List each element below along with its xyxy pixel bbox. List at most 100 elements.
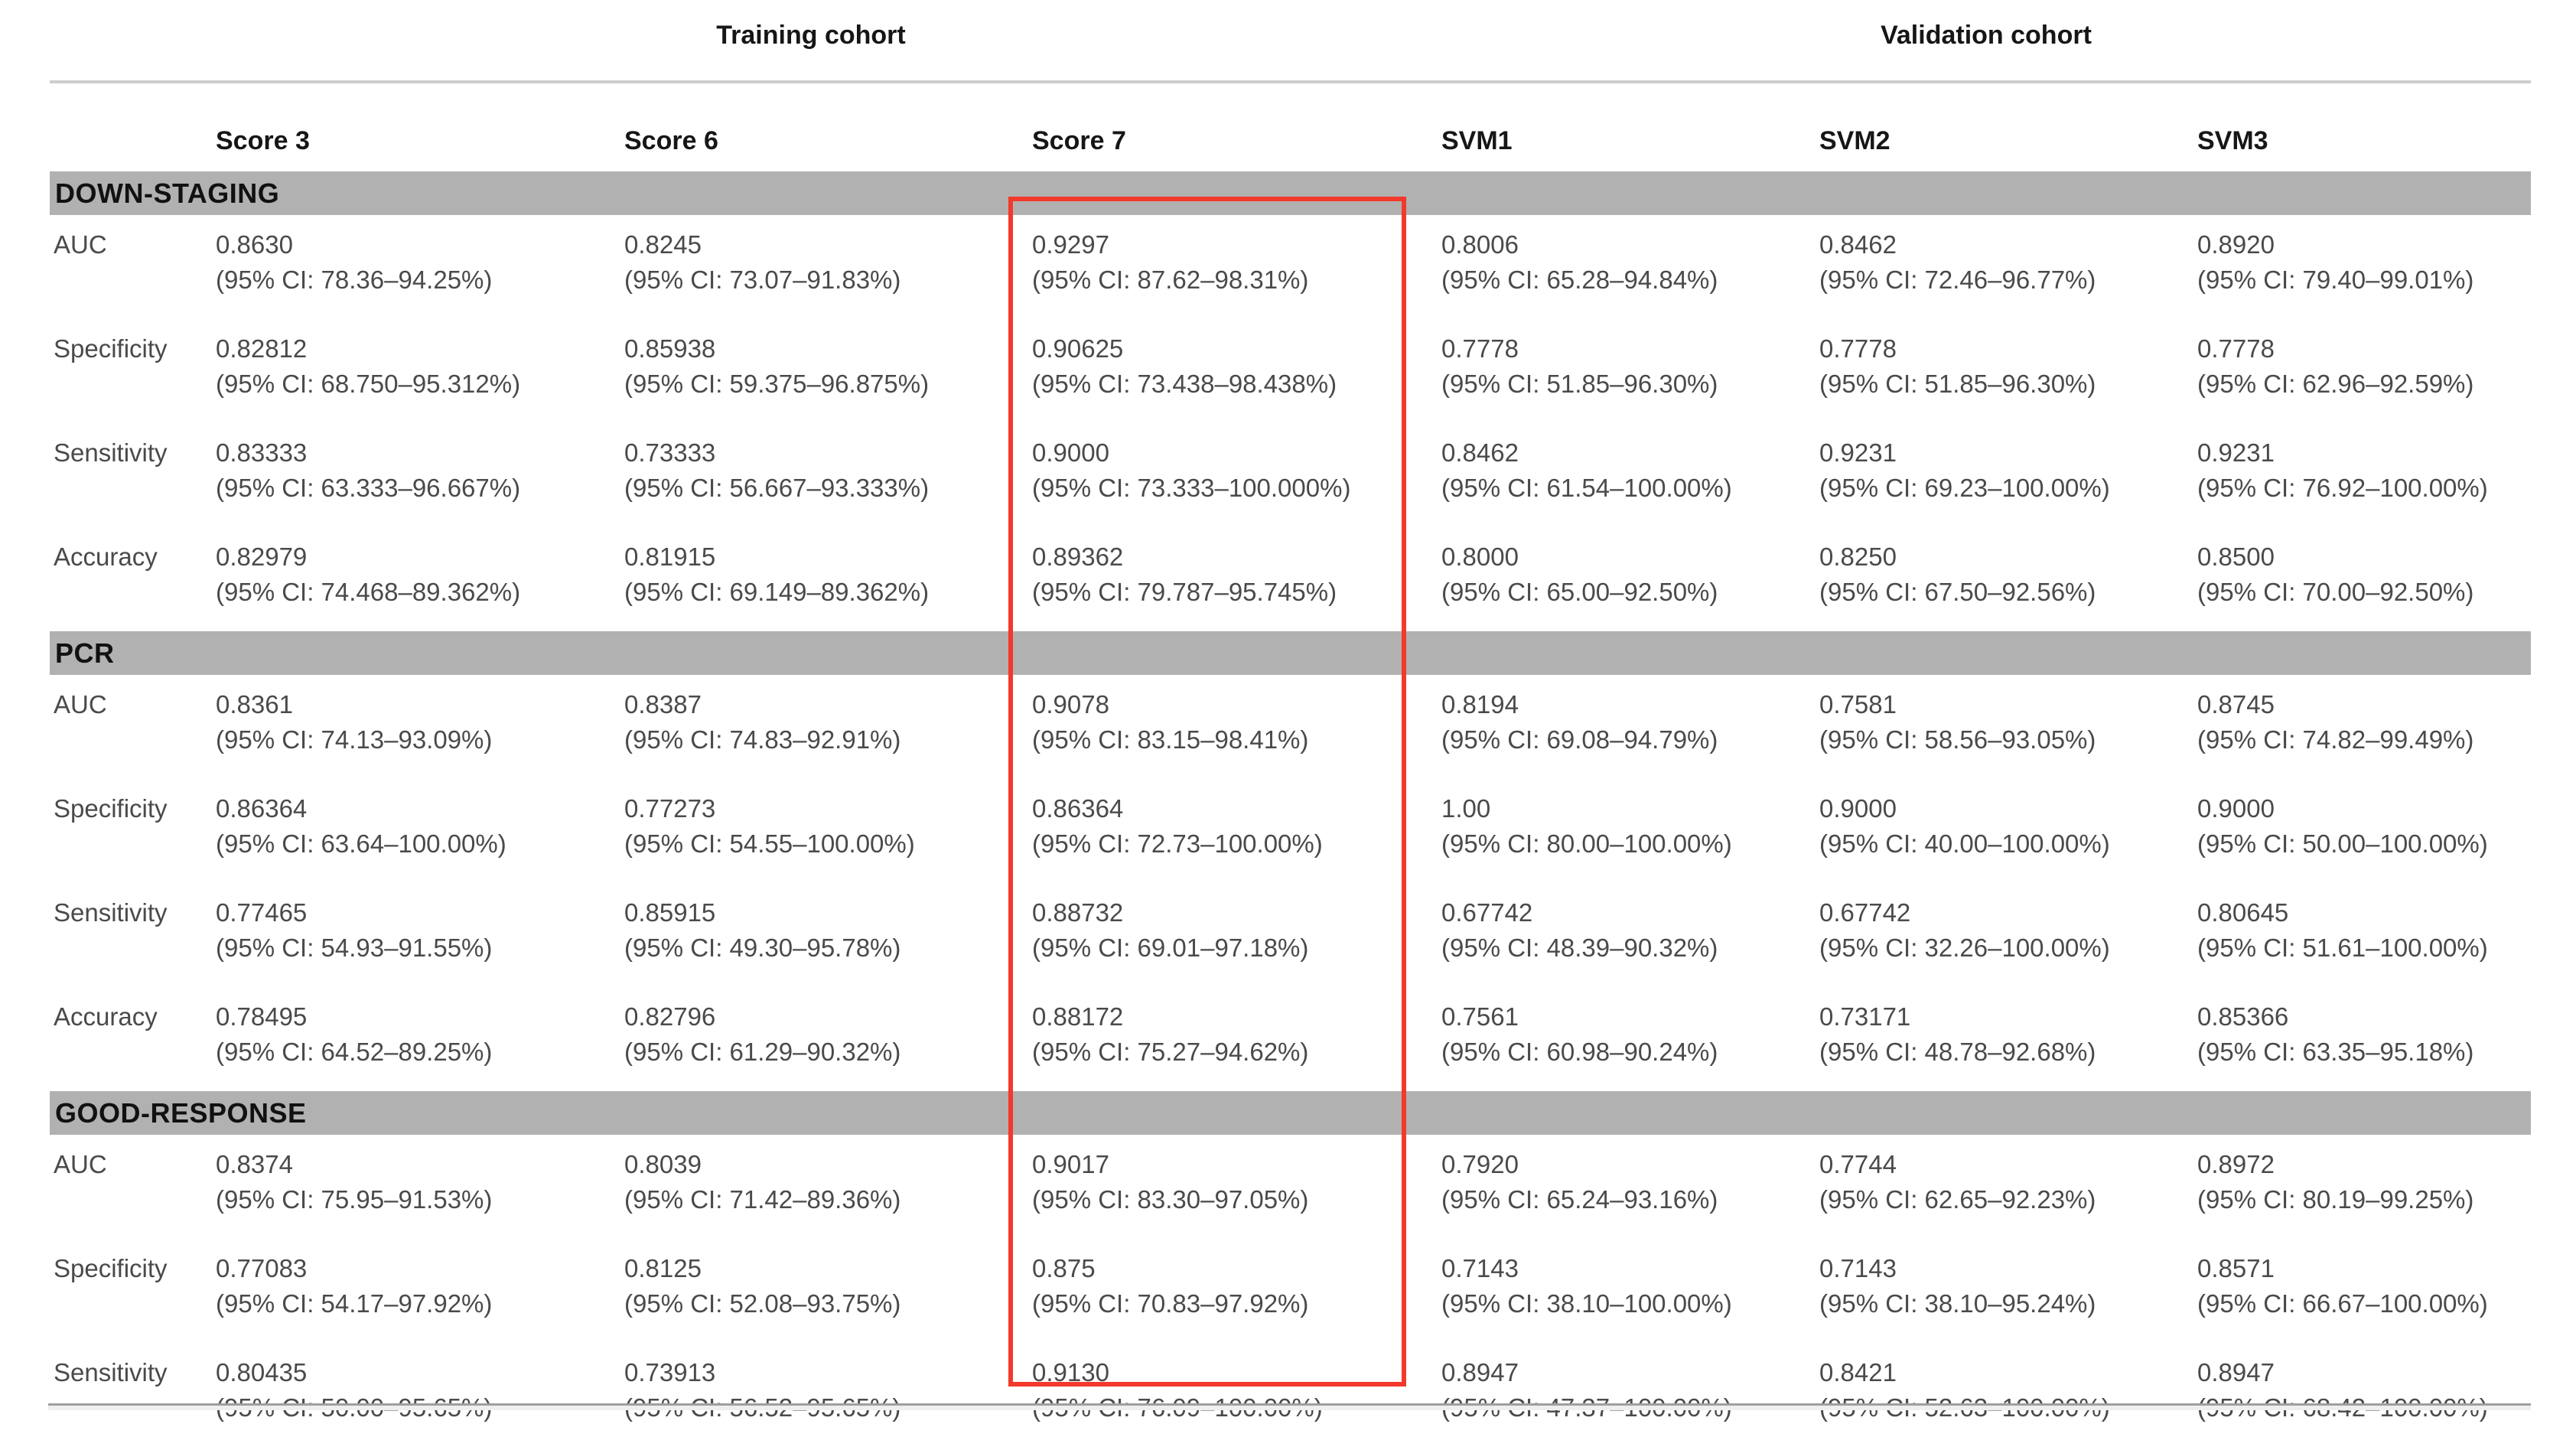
cell-confidence-interval: (95% CI: 48.39–90.32%): [1441, 934, 1718, 962]
column-header-row: Score 3 Score 6 Score 7 SVM1 SVM2 SVM3: [50, 83, 2531, 171]
metric-cell: 0.67742 (95% CI: 48.39–90.32%): [1441, 883, 1819, 987]
cell-value: 0.8571: [2197, 1254, 2275, 1282]
cell-value: 0.8972: [2197, 1150, 2275, 1178]
cell-value: 0.7778: [1441, 334, 1519, 363]
cell-value: 0.89362: [1032, 543, 1124, 571]
metric-cell: 0.82812 (95% CI: 68.750–95.312%): [216, 319, 624, 423]
cell-confidence-interval: (95% CI: 65.00–92.50%): [1441, 578, 1718, 606]
metric-cell: 0.80645 (95% CI: 51.61–100.00%): [2197, 883, 2531, 987]
table-bottom-rule-shadow: [48, 1406, 2531, 1410]
cell-value: 0.9231: [1819, 438, 1897, 467]
metric-cell: 0.83333 (95% CI: 63.333–96.667%): [216, 423, 624, 527]
cell-value: 0.9231: [2197, 438, 2275, 467]
cell-value: 0.86364: [216, 794, 308, 823]
cell-confidence-interval: (95% CI: 65.24–93.16%): [1441, 1185, 1718, 1214]
cell-value: 0.7581: [1819, 690, 1897, 718]
metric-cell: 0.8947(95% CI: 68.42–100.00%): [2197, 1343, 2531, 1437]
cell-confidence-interval: (95% CI: 70.00–92.50%): [2197, 578, 2474, 606]
metric-row: Sensitivity 0.77465 (95% CI: 54.93–91.55%)…: [50, 883, 2531, 987]
cell-value: 0.8462: [1441, 438, 1519, 467]
metric-cell: 0.8039 (95% CI: 71.42–89.36%): [624, 1135, 1032, 1239]
cell-confidence-interval: (95% CI: 62.96–92.59%): [2197, 370, 2474, 398]
cell-value: 0.8462: [1819, 230, 1897, 259]
metric-label: Sensitivity: [54, 438, 168, 467]
cell-confidence-interval: (95% CI: 83.30–97.05%): [1032, 1185, 1309, 1214]
metric-row: AUC 0.8630 (95% CI: 78.36–94.25%) 0.8245 (95…: [50, 215, 2531, 319]
cell-confidence-interval: (95% CI: 72.73–100.00%): [1032, 829, 1323, 858]
metric-cell: 0.8630 (95% CI: 78.36–94.25%): [216, 215, 624, 319]
metric-cell: 0.8462 (95% CI: 72.46–96.77%): [1819, 215, 2197, 319]
metric-cell: 0.88172 (95% CI: 75.27–94.62%): [1032, 987, 1441, 1091]
cell-confidence-interval: (95% CI: 72.46–96.77%): [1819, 266, 2096, 294]
metric-cell: 0.7143 (95% CI: 38.10–95.24%): [1819, 1239, 2197, 1343]
metric-cell: 0.67742 (95% CI: 32.26–100.00%): [1819, 883, 2197, 987]
cell-confidence-interval: (95% CI: 74.13–93.09%): [216, 725, 493, 754]
metric-cell: 0.7561 (95% CI: 60.98–90.24%): [1441, 987, 1819, 1091]
metric-cell: 0.86364 (95% CI: 72.73–100.00%): [1032, 779, 1441, 883]
cell-value: 0.67742: [1819, 898, 1911, 927]
cell-confidence-interval: (95% CI: 70.83–97.92%): [1032, 1289, 1309, 1318]
group-header-validation-cohort: Validation cohort: [1881, 21, 2092, 50]
metric-cell: 0.8125 (95% CI: 52.08–93.75%): [624, 1239, 1032, 1343]
cell-value: 0.8361: [216, 690, 293, 718]
metric-cell: 0.7778 (95% CI: 51.85–96.30%): [1819, 319, 2197, 423]
cell-confidence-interval: (95% CI: 69.01–97.18%): [1032, 934, 1309, 962]
metric-row: Sensitivity 0.83333 (95% CI: 63.333–96.667…: [50, 423, 2531, 527]
cell-value: 0.7920: [1441, 1150, 1519, 1178]
cell-value: 0.7143: [1819, 1254, 1897, 1282]
metric-cell: 0.8972 (95% CI: 80.19–99.25%): [2197, 1135, 2531, 1239]
metric-row: Sensitivity 0.80435(95% CI: 50.00–95.65%)…: [50, 1343, 2531, 1437]
column-header-score3: Score 3: [216, 126, 310, 155]
cell-value: 0.78495: [216, 1002, 308, 1031]
column-header-score6: Score 6: [624, 126, 718, 155]
metric-label: Sensitivity: [54, 1358, 168, 1386]
cell-value: 0.85938: [624, 334, 716, 363]
metric-cell: 0.82979 (95% CI: 74.468–89.362%): [216, 527, 624, 631]
cell-confidence-interval: (95% CI: 67.50–92.56%): [1819, 578, 2096, 606]
metric-cell: 0.9231 (95% CI: 76.92–100.00%): [2197, 423, 2531, 527]
cell-value: 0.88732: [1032, 898, 1124, 927]
metric-cell: 0.8462 (95% CI: 61.54–100.00%): [1441, 423, 1819, 527]
table-bottom-rule: [48, 1403, 2531, 1406]
metric-cell: 0.80435(95% CI: 50.00–95.65%): [216, 1343, 624, 1437]
column-header-svm3: SVM3: [2197, 126, 2268, 155]
corner-cell: [50, 83, 216, 171]
cell-value: 0.9130: [1032, 1358, 1109, 1386]
cell-confidence-interval: (95% CI: 54.17–97.92%): [216, 1289, 493, 1318]
cell-value: 0.9000: [2197, 794, 2275, 823]
cell-value: 0.9297: [1032, 230, 1109, 259]
metric-row: Accuracy 0.78495 (95% CI: 64.52–89.25%) 0.8…: [50, 987, 2531, 1091]
metrics-table: Score 3 Score 6 Score 7 SVM1 SVM2 SVM3 D…: [50, 80, 2531, 1437]
metric-cell: 0.73913(95% CI: 56.52–95.65%): [624, 1343, 1032, 1437]
metric-cell: 0.9231 (95% CI: 69.23–100.00%): [1819, 423, 2197, 527]
metric-cell: 0.8194 (95% CI: 69.08–94.79%): [1441, 675, 1819, 779]
section-band-row: PCR: [50, 631, 2531, 675]
cell-confidence-interval: (95% CI: 73.333–100.000%): [1032, 474, 1351, 502]
column-header-score7: Score 7: [1032, 126, 1126, 155]
cell-confidence-interval: (95% CI: 75.95–91.53%): [216, 1185, 493, 1214]
metric-cell: 0.875 (95% CI: 70.83–97.92%): [1032, 1239, 1441, 1343]
metric-cell: 0.8006 (95% CI: 65.28–94.84%): [1441, 215, 1819, 319]
metric-cell: 0.88732 (95% CI: 69.01–97.18%): [1032, 883, 1441, 987]
metric-cell: 0.77273 (95% CI: 54.55–100.00%): [624, 779, 1032, 883]
cell-confidence-interval: (95% CI: 63.333–96.667%): [216, 474, 521, 502]
cell-confidence-interval: (95% CI: 74.83–92.91%): [624, 725, 901, 754]
section-band-row: GOOD-RESPONSE: [50, 1091, 2531, 1135]
cell-value: 0.7561: [1441, 1002, 1519, 1031]
cell-confidence-interval: (95% CI: 73.07–91.83%): [624, 266, 901, 294]
cell-confidence-interval: (95% CI: 65.28–94.84%): [1441, 266, 1718, 294]
cell-value: 0.77083: [216, 1254, 308, 1282]
cell-confidence-interval: (95% CI: 64.52–89.25%): [216, 1038, 493, 1066]
cell-confidence-interval: (95% CI: 61.54–100.00%): [1441, 474, 1732, 502]
cell-value: 0.8630: [216, 230, 293, 259]
cell-confidence-interval: (95% CI: 71.42–89.36%): [624, 1185, 901, 1214]
section-band-row: DOWN-STAGING: [50, 171, 2531, 215]
cell-value: 0.82979: [216, 543, 308, 571]
cell-value: 0.8500: [2197, 543, 2275, 571]
cell-confidence-interval: (95% CI: 76.92–100.00%): [2197, 474, 2488, 502]
cell-value: 0.8000: [1441, 543, 1519, 571]
metric-cell: 0.81915 (95% CI: 69.149–89.362%): [624, 527, 1032, 631]
metric-cell: 0.85938 (95% CI: 59.375–96.875%): [624, 319, 1032, 423]
metric-cell: 0.9000 (95% CI: 50.00–100.00%): [2197, 779, 2531, 883]
metric-label: AUC: [54, 690, 107, 718]
